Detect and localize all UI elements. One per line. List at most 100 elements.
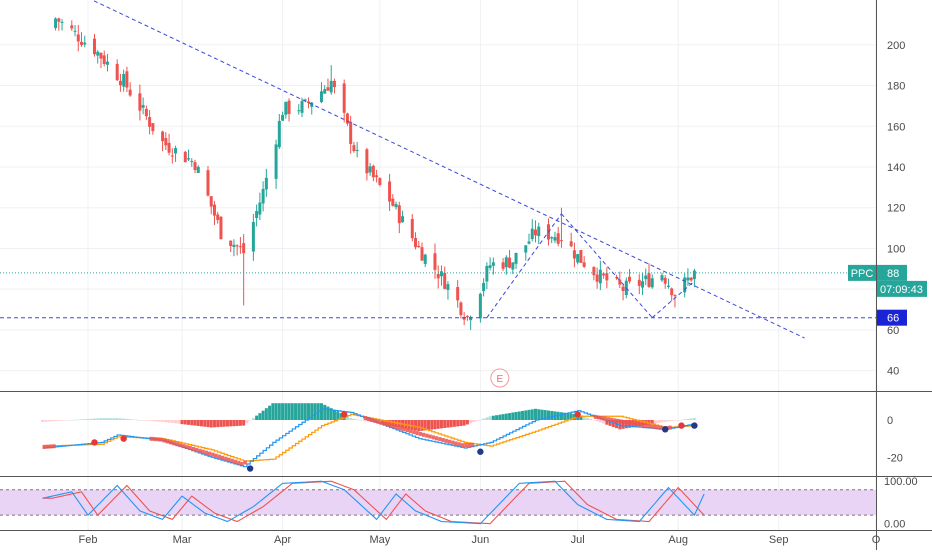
candle-body[interactable] [666, 285, 670, 287]
candle-body[interactable] [550, 237, 554, 239]
candle-body[interactable] [572, 250, 576, 259]
candle-body[interactable] [238, 246, 242, 248]
candle-body[interactable] [303, 99, 307, 101]
candle-body[interactable] [641, 281, 645, 288]
candle-body[interactable] [232, 244, 236, 247]
candle-body[interactable] [508, 257, 512, 268]
last-price-tag[interactable] [877, 264, 907, 281]
stoch-pane[interactable] [0, 480, 876, 525]
candle-body[interactable] [485, 265, 489, 282]
candle-body[interactable] [628, 276, 632, 282]
candle-body[interactable] [592, 267, 596, 276]
candle-body[interactable] [342, 83, 346, 113]
candle-body[interactable] [151, 123, 155, 132]
candle-body[interactable] [115, 63, 119, 81]
candle-body[interactable] [255, 211, 259, 219]
candle-body[interactable] [319, 91, 323, 103]
candle-body[interactable] [420, 247, 424, 261]
candle-body[interactable] [235, 245, 239, 247]
candle-body[interactable] [559, 240, 563, 242]
candle-body[interactable] [96, 51, 100, 56]
candle-body[interactable] [261, 188, 265, 204]
candle-body[interactable] [394, 204, 398, 208]
candle-body[interactable] [401, 216, 405, 223]
candle-body[interactable] [462, 317, 466, 320]
candle-body[interactable] [206, 170, 210, 196]
candle-body[interactable] [326, 87, 330, 91]
candle-body[interactable] [99, 52, 103, 59]
macd-cross-marker[interactable] [246, 465, 254, 472]
candle-body[interactable] [264, 177, 268, 190]
candle-body[interactable] [148, 117, 152, 127]
candle-body[interactable] [621, 286, 625, 291]
candle-body[interactable] [352, 145, 356, 152]
candle-body[interactable] [105, 61, 109, 65]
macd-cross-marker[interactable] [574, 411, 581, 418]
candle-body[interactable] [102, 55, 106, 64]
candle-body[interactable] [537, 226, 541, 237]
candle-body[interactable] [118, 80, 122, 86]
candle-body[interactable] [527, 241, 531, 244]
candle-body[interactable] [582, 262, 586, 267]
trendline[interactable] [561, 213, 653, 319]
stoch-k-line[interactable] [42, 480, 705, 525]
candle-body[interactable] [443, 272, 447, 289]
candle-body[interactable] [439, 271, 443, 277]
candle-body[interactable] [297, 110, 301, 112]
candle-body[interactable] [488, 265, 492, 268]
candle-body[interactable] [459, 302, 463, 316]
candle-body[interactable] [569, 241, 573, 247]
candle-body[interactable] [141, 105, 145, 108]
candle-body[interactable] [491, 262, 495, 266]
candle-body[interactable] [216, 214, 220, 220]
candle-body[interactable] [615, 277, 619, 279]
candle-body[interactable] [92, 38, 96, 55]
candle-body[interactable] [323, 89, 327, 94]
candle-body[interactable] [365, 149, 369, 174]
candle-body[interactable] [689, 277, 693, 281]
candle-body[interactable] [274, 144, 278, 179]
candle-body[interactable] [164, 138, 168, 146]
candle-body[interactable] [504, 257, 508, 268]
macd-pane[interactable] [41, 403, 698, 472]
candle-body[interactable] [378, 178, 382, 185]
candle-body[interactable] [300, 101, 304, 113]
candle-body[interactable] [258, 202, 262, 215]
candle-body[interactable] [576, 254, 580, 263]
candle-body[interactable] [242, 243, 246, 254]
candle-body[interactable] [349, 121, 353, 144]
candle-body[interactable] [388, 181, 392, 202]
candle-body[interactable] [83, 42, 87, 45]
candle-body[interactable] [190, 160, 194, 162]
candle-body[interactable] [187, 158, 191, 160]
candle-body[interactable] [397, 205, 401, 224]
candle-body[interactable] [345, 113, 349, 124]
candle-body[interactable] [73, 30, 77, 32]
candle-body[interactable] [310, 102, 314, 107]
candle-body[interactable] [530, 228, 534, 240]
candle-body[interactable] [482, 282, 486, 292]
candle-body[interactable] [229, 240, 233, 246]
candle-body[interactable] [122, 74, 126, 87]
candle-body[interactable] [436, 273, 440, 279]
macd-cross-marker[interactable] [91, 439, 98, 446]
candle-body[interactable] [212, 204, 216, 216]
candle-body[interactable] [144, 108, 148, 117]
candle-body[interactable] [329, 80, 333, 93]
candle-body[interactable] [60, 21, 64, 23]
candle-body[interactable] [605, 273, 609, 281]
candle-body[interactable] [371, 165, 375, 178]
candle-body[interactable] [54, 18, 58, 29]
candle-body[interactable] [193, 162, 197, 171]
macd-cross-marker[interactable] [662, 426, 669, 433]
candle-body[interactable] [219, 216, 223, 240]
candle-body[interactable] [57, 18, 61, 22]
candle-body[interactable] [660, 275, 664, 281]
candle-body[interactable] [618, 279, 622, 285]
candle-body[interactable] [686, 277, 690, 281]
earnings-marker[interactable] [490, 368, 510, 388]
candle-body[interactable] [650, 278, 654, 288]
candle-body[interactable] [456, 287, 460, 301]
candle-body[interactable] [161, 131, 165, 142]
